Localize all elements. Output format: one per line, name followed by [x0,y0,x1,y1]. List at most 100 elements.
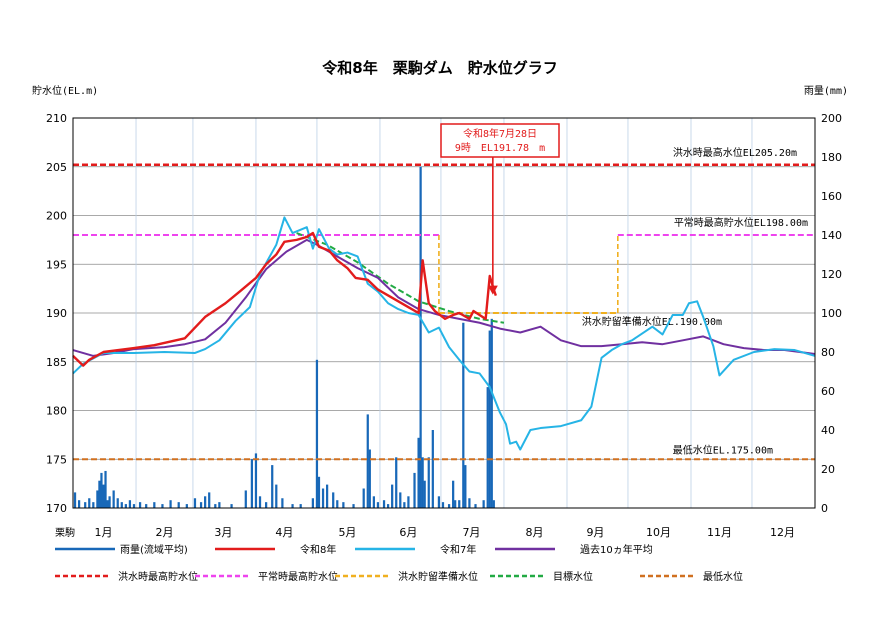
rainfall-bar [112,490,115,508]
rainfall-bar [73,492,77,508]
rainfall-bar [366,414,369,508]
rainfall-bar [124,504,127,508]
series-line [72,216,816,451]
rainfall-bar [102,484,105,508]
rainfall-bar [271,465,274,508]
rainfall-bar [464,465,467,508]
rainfall-bar [413,472,416,508]
rainfall-bar [108,496,111,508]
plot-frame [72,117,816,509]
x-tick-label: 11月 [707,526,732,539]
rainfall-bar [447,504,451,508]
rainfall-bar [116,498,119,508]
rainfall-bar [427,457,430,508]
right-tick-label: 180 [821,151,842,164]
x-tick-label: 9月 [586,526,604,539]
rainfall-bar [96,490,99,508]
rainfall-bar [421,457,424,508]
rainfall-bar [474,504,477,508]
left-tick-label: 190 [46,307,67,320]
legend-label: 洪水時最高貯水位 [118,570,198,583]
rainfall-bar [488,330,491,508]
right-tick-label: 40 [821,424,835,437]
rainfall-bar [281,498,284,508]
rainfall-bar [403,502,406,508]
legend-label: 洪水貯留準備水位 [398,570,478,583]
legend-label: 目標水位 [553,570,593,583]
reference-lines: 洪水時最高水位EL205.20m 平常時最高貯水位EL198.00m 洪水貯留準備水… [73,146,815,461]
rainfall-bar [395,457,398,508]
rainfall-bar [138,502,142,508]
rainfall-bar [352,504,355,508]
rainfall-bar [419,166,422,508]
rainfall-bar [98,480,101,508]
rainfall-bar [311,498,314,508]
rainfall-bar [169,500,172,508]
rainfall-bar [275,484,278,508]
x-tick-label: 10月 [646,526,671,539]
right-tick-label: 120 [821,268,842,281]
chart-title: 令和8年 栗駒ダム 貯水位グラフ [322,59,557,77]
rainfall-bar [368,449,371,508]
rainfall-bar [332,492,335,508]
rainfall-bar [362,488,365,508]
rainfall-bar [391,484,394,508]
rainfall-bar [482,500,485,508]
rainfall-bar [92,502,95,508]
x-tick-label: 1月 [94,526,112,539]
rainfall-bar [258,496,262,508]
rainfall-bar [218,502,221,508]
rainfall-bar [291,504,294,508]
left-tick-label: 180 [46,405,67,418]
x-tick-label: 7月 [462,526,480,539]
legend-label: 最低水位 [703,570,743,583]
rainfall-bar [177,502,180,508]
x-corner-label: 栗駒 [55,527,75,539]
rainfall-bar [372,496,375,508]
annotation-box [440,123,560,158]
rainfall-bar [106,500,109,508]
legend-label: 雨量(流域平均) [120,543,188,556]
reference-label: 洪水貯留準備水位EL.190.00m [582,315,722,328]
rainfall-bar [399,492,402,508]
left-tick-label: 195 [46,258,67,271]
rainfall-bars [73,166,495,508]
rainfall-bar [299,504,302,508]
rainfall-bar [452,480,455,508]
rainfall-bar [437,496,441,508]
rainfall-bar [185,504,188,508]
x-tick-label: 5月 [338,526,356,539]
x-tick-label: 6月 [399,526,417,539]
rainfall-bar [441,502,445,508]
rainfall-bar [454,500,457,508]
rainfall-bar [88,498,91,508]
x-tick-label: 3月 [214,526,232,539]
rainfall-bar [468,498,471,508]
series-line [72,231,497,367]
rainfall-bar [315,359,319,508]
reference-label: 平常時最高貯水位EL198.00m [674,216,808,229]
rainfall-bar [250,459,254,508]
rainfall-bar [230,504,233,508]
rainfall-bar [342,502,345,508]
rainfall-bar [199,502,203,508]
left-tick-label: 205 [46,161,67,174]
left-tick-label: 200 [46,210,67,223]
legend-label: 平常時最高貯水位 [258,570,338,583]
rainfall-bar [244,490,247,508]
rainfall-bar [492,500,495,508]
right-tick-label: 140 [821,229,842,242]
x-tick-label: 4月 [275,526,293,539]
rainfall-bar [486,387,489,508]
rainfall-bar [265,502,268,508]
legend-label: 令和8年 [300,543,336,556]
x-tick-label: 12月 [770,526,795,539]
annotation-level: 9時 EL191.78 m [455,142,545,154]
rainfall-bar [325,484,329,508]
rainfall-bar [431,430,434,508]
rainfall-bar [208,492,211,508]
rainfall-bar [145,504,148,508]
level-series [72,216,816,451]
rainfall-bar [376,502,380,508]
